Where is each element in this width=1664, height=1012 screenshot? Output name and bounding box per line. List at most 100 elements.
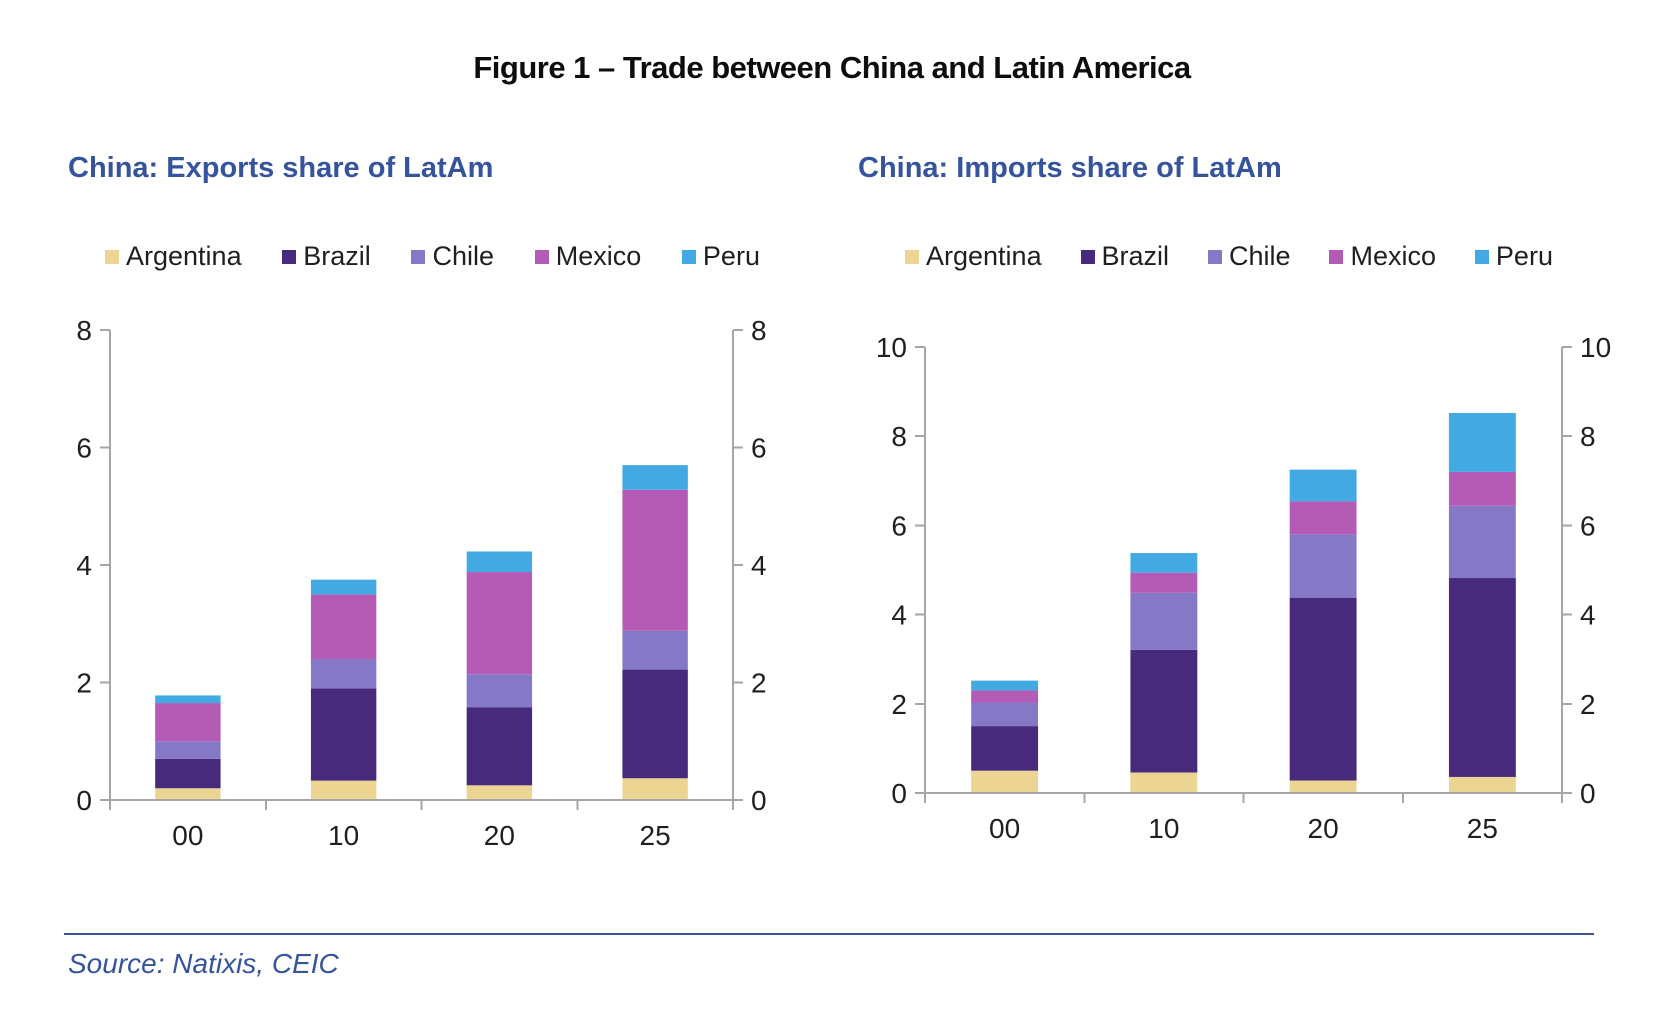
- bar-segment-chile: [466, 674, 533, 708]
- bar-segment-argentina: [1130, 772, 1198, 793]
- bar-segment-peru: [466, 551, 533, 573]
- legend-item-peru: Peru: [681, 241, 760, 271]
- legend-item-mexico: Mexico: [534, 241, 642, 271]
- legend-label: Chile: [432, 241, 495, 271]
- legend-item-argentina: Argentina: [105, 243, 242, 270]
- legend-label: Mexico: [555, 241, 642, 271]
- y-tick-label: 4: [76, 550, 92, 581]
- bar-segment-chile: [310, 659, 377, 689]
- legend-swatch: [905, 249, 919, 264]
- bar-segment-brazil: [1130, 649, 1198, 773]
- x-category-label: 00: [172, 820, 203, 851]
- legend-swatch: [681, 249, 696, 264]
- bar-segment-argentina: [971, 770, 1039, 793]
- y-tick-label: 4: [751, 550, 767, 581]
- source-note: Source: Natixis, CEIC: [68, 948, 339, 979]
- y-tick-label: 0: [76, 785, 92, 816]
- y-tick-label: 6: [751, 433, 767, 464]
- x-category-label: 20: [1308, 813, 1339, 844]
- exports-chart: 0 02 24 46 68 800 10 20 25: [76, 315, 767, 851]
- figure-title: Figure 1 – Trade between China and Latin…: [473, 50, 1191, 85]
- bar-segment-brazil: [155, 758, 221, 789]
- y-tick-label: 4: [891, 600, 907, 631]
- y-tick-label: 6: [891, 510, 907, 541]
- bar-segment-brazil: [1289, 597, 1357, 781]
- y-tick-label: 2: [891, 689, 907, 720]
- divider-line: [64, 933, 1594, 935]
- exports-legend: Argentina Brazil Chile Mexico Peru: [105, 243, 760, 270]
- x-category-label: 10: [328, 820, 359, 851]
- legend-label: Argentina: [926, 241, 1042, 271]
- y-tick-label: 0: [891, 778, 907, 809]
- bar-segment-mexico: [1289, 501, 1357, 535]
- bar-segment-argentina: [155, 788, 221, 800]
- bar-segment-mexico: [310, 594, 377, 659]
- imports-legend: Argentina Brazil Chile Mexico Peru: [905, 243, 1553, 270]
- y-tick-label: 2: [751, 668, 767, 699]
- bar-segment-mexico: [1130, 572, 1198, 593]
- bar-segment-peru: [1448, 413, 1516, 472]
- bar-segment-mexico: [1448, 471, 1516, 506]
- y-tick-label: 10: [1580, 332, 1611, 363]
- y-tick-label: 6: [1580, 510, 1596, 541]
- bar-segment-brazil: [1448, 578, 1516, 777]
- y-tick-label: 10: [876, 332, 907, 363]
- legend-label: Peru: [1495, 241, 1553, 271]
- legend-swatch: [1329, 249, 1344, 264]
- x-category-label: 25: [640, 820, 671, 851]
- exports-chart-title: China: Exports share of LatAm: [68, 152, 494, 184]
- bar-segment-chile: [155, 741, 221, 759]
- bar-segment-brazil: [622, 669, 688, 779]
- legend-swatch: [105, 249, 119, 264]
- legend-label: Chile: [1228, 241, 1291, 271]
- bar-segment-mexico: [622, 489, 688, 631]
- x-category-label: 20: [484, 820, 515, 851]
- bar-segment-brazil: [466, 707, 533, 786]
- bar-segment-argentina: [1289, 780, 1357, 793]
- y-tick-label: 8: [751, 315, 767, 346]
- x-category-label: 25: [1467, 813, 1498, 844]
- legend-item-argentina: Argentina: [905, 243, 1042, 270]
- bar-segment-mexico: [971, 690, 1039, 703]
- legend-item-chile: Chile: [411, 243, 494, 270]
- bar-segment-peru: [1130, 553, 1198, 573]
- x-category-label: 10: [1148, 813, 1179, 844]
- bar-segment-peru: [155, 695, 221, 704]
- bar-segment-brazil: [971, 726, 1039, 771]
- bar-segment-mexico: [466, 572, 533, 675]
- legend-item-brazil: Brazil: [282, 243, 371, 270]
- bar-segment-chile: [622, 630, 688, 670]
- legend-swatch: [534, 249, 549, 264]
- y-tick-label: 2: [1580, 689, 1596, 720]
- legend-item-mexico: Mexico: [1329, 243, 1436, 270]
- bar-segment-peru: [310, 579, 377, 595]
- legend-item-peru: Peru: [1474, 241, 1553, 271]
- legend-swatch: [1207, 249, 1222, 264]
- bar-segment-chile: [971, 702, 1039, 727]
- legend-label: Peru: [702, 241, 760, 271]
- y-tick-label: 8: [1580, 421, 1596, 452]
- y-tick-label: 4: [1580, 600, 1596, 631]
- y-tick-label: 0: [1580, 778, 1596, 809]
- legend-swatch: [411, 249, 426, 264]
- legend-swatch: [1474, 249, 1489, 264]
- legend-label: Argentina: [126, 241, 242, 271]
- bar-segment-argentina: [622, 778, 688, 800]
- legend-swatch: [282, 249, 297, 264]
- bar-segment-peru: [1289, 469, 1357, 502]
- bar-segment-brazil: [310, 688, 377, 781]
- x-category-label: 00: [989, 813, 1020, 844]
- y-tick-label: 6: [76, 433, 92, 464]
- bar-segment-chile: [1289, 534, 1357, 598]
- bar-segment-chile: [1130, 592, 1198, 650]
- bar-segment-chile: [1448, 505, 1516, 579]
- y-tick-label: 8: [76, 315, 92, 346]
- y-tick-label: 2: [76, 668, 92, 699]
- bar-segment-peru: [971, 680, 1039, 691]
- bar-segment-argentina: [310, 780, 377, 800]
- bar-segment-argentina: [1448, 776, 1516, 793]
- y-tick-label: 0: [751, 785, 767, 816]
- imports-chart-title: China: Imports share of LatAm: [858, 152, 1282, 184]
